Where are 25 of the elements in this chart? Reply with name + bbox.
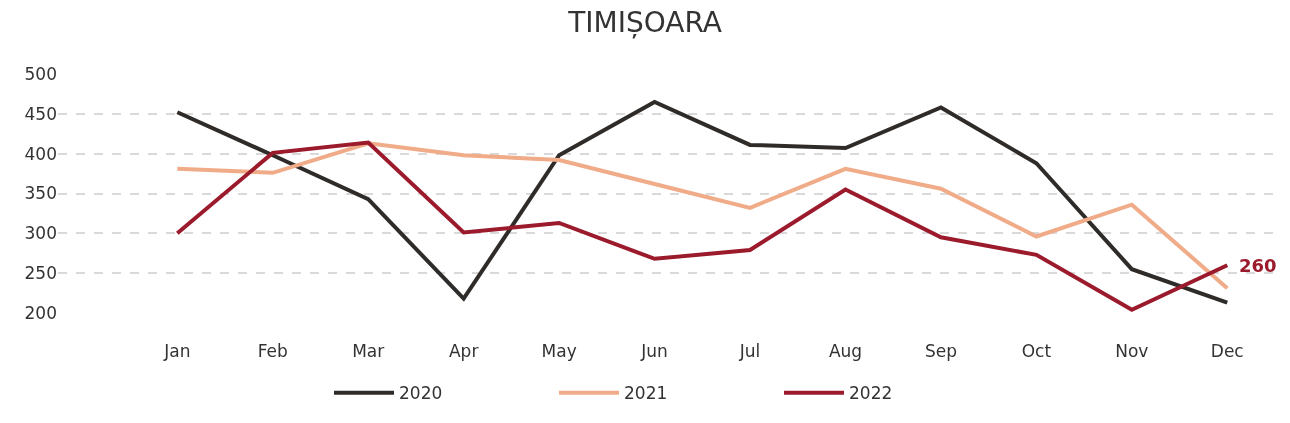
y-tick-label: 500 (24, 63, 57, 84)
x-tick-label: Nov (1115, 341, 1149, 361)
y-tick-label: 350 (24, 183, 57, 204)
line-series (175, 99, 1230, 305)
chart-title: TIMIȘOARA (567, 6, 722, 40)
x-tick-label: May (541, 341, 577, 361)
x-tick-label: Jan (163, 341, 191, 361)
x-tick-label: Mar (352, 341, 385, 361)
x-tick-label: Apr (448, 341, 479, 361)
x-tick-label: Oct (1021, 341, 1052, 361)
x-tick-label: Feb (257, 341, 288, 361)
y-tick-label: 300 (24, 223, 57, 244)
data-label: 260 (1239, 255, 1277, 276)
y-tick-label: 250 (24, 263, 57, 284)
x-tick-label: Aug (828, 341, 863, 361)
y-tick-label: 200 (24, 302, 57, 323)
legend-label: 2020 (399, 383, 443, 404)
legend-label: 2021 (624, 383, 668, 404)
x-tick-label: Dec (1210, 341, 1244, 361)
y-tick-label: 450 (24, 103, 57, 124)
legend-label: 2022 (849, 383, 893, 404)
x-tick-label: Sep (924, 341, 957, 361)
x-tick-label: Jul (738, 341, 761, 361)
y-tick-label: 400 (24, 143, 57, 164)
x-tick-label: Jun (640, 341, 668, 361)
